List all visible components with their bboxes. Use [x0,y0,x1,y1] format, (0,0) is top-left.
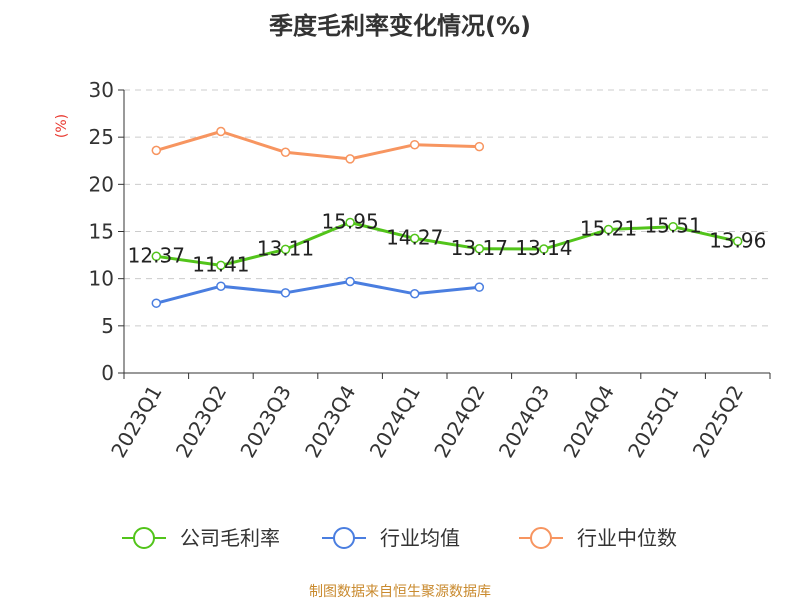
y-tick-label: 15 [89,220,114,244]
data-label: 13.11 [257,236,314,260]
legend-swatch-marker [133,527,155,549]
data-label: 15.95 [321,210,378,234]
data-label: 13.14 [515,236,572,260]
grid-lines [124,89,770,327]
data-point [216,281,226,291]
data-label: 13.96 [709,228,766,252]
data-label: 13.17 [451,236,508,260]
data-point [409,139,420,150]
source-note: 制图数据来自恒生聚源数据库 [309,584,491,600]
data-point [409,233,420,244]
y-tick-label: 10 [89,267,114,291]
y-tick-label: 5 [101,314,114,338]
legend: 公司毛利率 行业均值 行业中位数 [122,526,677,550]
chart-title: 季度毛利率变化情况(%) [269,12,531,40]
data-point [216,126,226,137]
x-tick-label: 2023Q4 [300,381,360,462]
x-tick-label: 2024Q3 [494,381,554,462]
data-point [216,260,226,271]
data-point [280,288,291,298]
x-tick-label: 2024Q1 [365,381,425,462]
data-label: 11.41 [192,252,249,276]
legend-swatch-marker [333,527,355,549]
data-point [151,298,162,308]
legend-label: 行业中位数 [577,526,677,550]
data-point [280,244,291,255]
data-labels: 12.37 11.41 13.11 15.95 14.27 13.17 13.14 15.21… [128,210,767,277]
series-line-1 [154,280,481,305]
data-point [280,147,291,158]
data-point [151,145,162,156]
data-point [345,217,355,228]
data-point [539,244,549,254]
x-tick-label: 2023Q1 [106,381,166,462]
legend-swatch-marker [530,527,552,549]
x-tick-label: 2023Q2 [171,381,231,462]
data-point [732,236,743,247]
legend-label: 行业均值 [380,526,460,550]
data-point [474,282,485,292]
y-tick-label: 20 [89,172,114,196]
x-tick-label: 2024Q4 [558,381,618,462]
x-tick-label: 2023Q3 [235,381,295,462]
data-point [603,224,614,235]
data-label: 15.51 [644,214,701,238]
x-tick-label: 2024Q2 [429,381,489,462]
data-point [474,141,485,152]
data-point [345,154,355,164]
data-label: 15.21 [580,217,637,241]
x-tick-label: 2025Q1 [623,381,683,462]
y-tick-label: 25 [89,125,114,149]
data-point [345,276,355,287]
x-tick-label: 2025Q2 [688,381,748,462]
data-point [668,221,678,232]
series-line-0 [154,221,740,267]
y-tick-label: 30 [89,78,114,102]
y-tick-label: 0 [101,361,114,385]
data-point [409,289,420,299]
y-axis-unit-label: (%) [54,114,70,138]
data-label: 14.27 [386,225,443,249]
series-lines [151,126,743,308]
data-point [151,251,162,262]
data-label: 12.37 [128,243,185,267]
legend-label: 公司毛利率 [180,526,280,550]
series-line-2 [154,130,481,161]
data-point [474,244,485,254]
